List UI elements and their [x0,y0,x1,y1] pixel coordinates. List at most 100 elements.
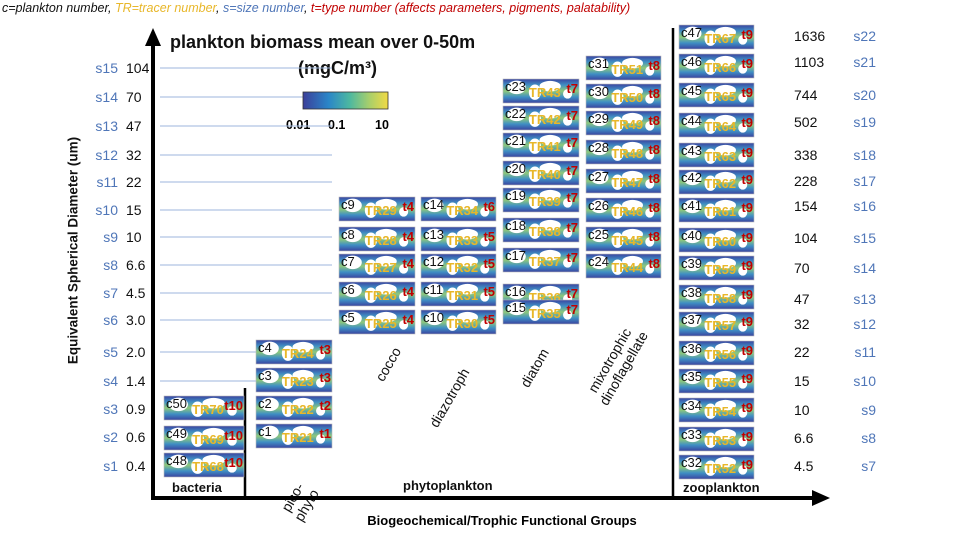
map-land [480,292,490,302]
map-land [343,255,362,270]
map-land [715,286,736,298]
map-land [590,255,609,270]
map-land [539,80,561,92]
map-land [292,397,314,409]
map-land [738,408,748,418]
plankton-map-tile: c33 TR53 t9 [678,426,755,452]
map-land [480,264,490,274]
right-diameter-label: 744 [794,87,818,103]
right-diameter-label: 10 [794,402,810,418]
plankton-map-tile: c25 TR45 t8 [585,226,662,252]
plankton-t-label: t8 [648,86,660,101]
plankton-map-tile: c27 TR47 t8 [585,168,662,194]
map-land [528,305,541,321]
plankton-c-label: c14 [423,197,444,212]
map-land [343,228,362,243]
plankton-c-label: c26 [588,198,609,213]
plankton-c-label: c46 [681,54,702,69]
map-land [539,134,561,146]
map-land [704,290,717,306]
map-land [507,219,526,234]
plankton-c-label: c45 [681,83,702,98]
map-land [738,266,748,276]
plankton-t-label: t8 [648,200,660,215]
map-land [539,249,561,261]
map-land [622,141,643,153]
plankton-c-label: c6 [341,282,355,297]
plankton-c-label: c29 [588,111,609,126]
right-size-number: s15 [853,230,876,246]
plankton-tr-label: TR31 [446,288,478,303]
right-diameter-label: 70 [794,260,810,276]
map-land [528,253,541,269]
left-size-number: s15 [95,60,118,76]
map-land [611,174,624,190]
map-land [683,26,702,41]
map-land [683,428,702,443]
plankton-t-label: t7 [566,302,578,317]
map-land [738,379,748,389]
map-land [738,123,748,133]
left-diameter-label: 0.6 [126,429,146,445]
left-diameter-label: 0.9 [126,401,146,417]
right-size-number: s11 [854,344,876,360]
left-diameter-label: 47 [126,118,142,134]
left-size-number: s9 [103,229,118,245]
map-land [704,403,717,419]
plankton-tr-label: TR64 [704,119,737,134]
map-land [563,258,573,268]
map-land [446,315,459,331]
map-land [507,285,526,300]
map-land [227,436,237,446]
plankton-map-tile: c47 TR67 t9 [678,24,755,50]
plankton-c-label: c18 [505,218,526,233]
map-land [528,111,541,127]
map-land [364,259,378,275]
map-land [528,193,541,209]
y-axis-arrowhead [145,28,161,46]
plankton-t-label: t7 [566,250,578,265]
map-land [539,162,561,174]
right-size-number: s12 [853,316,876,332]
map-land [375,311,397,323]
colorbar-tick-2: 10 [375,118,389,132]
plankton-tr-label: TR24 [282,346,315,361]
map-land [704,261,717,277]
plankton-c-label: c22 [505,106,526,121]
plankton-c-label: c35 [681,369,702,384]
map-land [563,171,573,181]
plankton-c-label: c25 [588,227,609,242]
map-land [539,219,561,231]
plankton-tr-label: TR25 [365,316,397,331]
plankton-tr-label: TR54 [704,404,737,419]
map-land [316,350,326,360]
plankton-tr-label: TR35 [529,306,561,321]
plankton-t-label: t8 [648,142,660,157]
plankton-tr-label: TR47 [611,175,643,190]
plankton-c-label: c37 [681,312,702,327]
right-diameter-label: 1103 [794,54,824,70]
plankton-tr-label: TR39 [529,194,561,209]
right-size-number: s14 [853,260,876,276]
map-land [316,406,326,416]
plankton-map-tile: c23 TR43 t7 [502,78,580,104]
map-land [260,369,279,384]
map-land [704,88,717,104]
plankton-t-label: t4 [402,199,414,214]
left-size-number: s4 [103,373,118,389]
plankton-t-label: t9 [741,457,753,472]
map-land [645,66,655,76]
map-land [446,232,459,248]
left-diameter-label: 2.0 [126,344,146,360]
plankton-t-label: t7 [566,135,578,150]
left-size-number: s5 [103,344,118,360]
plankton-tr-label: TR66 [704,60,736,75]
left-diameter-label: 70 [126,89,142,105]
plankton-map-tile: c20 TR40 t7 [502,160,580,186]
map-land [260,341,279,356]
plankton-map-tile: c13 TR33 t5 [420,226,497,252]
map-land [316,378,326,388]
map-land [528,84,541,100]
plankton-tr-label: TR43 [529,85,561,100]
map-land [399,237,409,247]
